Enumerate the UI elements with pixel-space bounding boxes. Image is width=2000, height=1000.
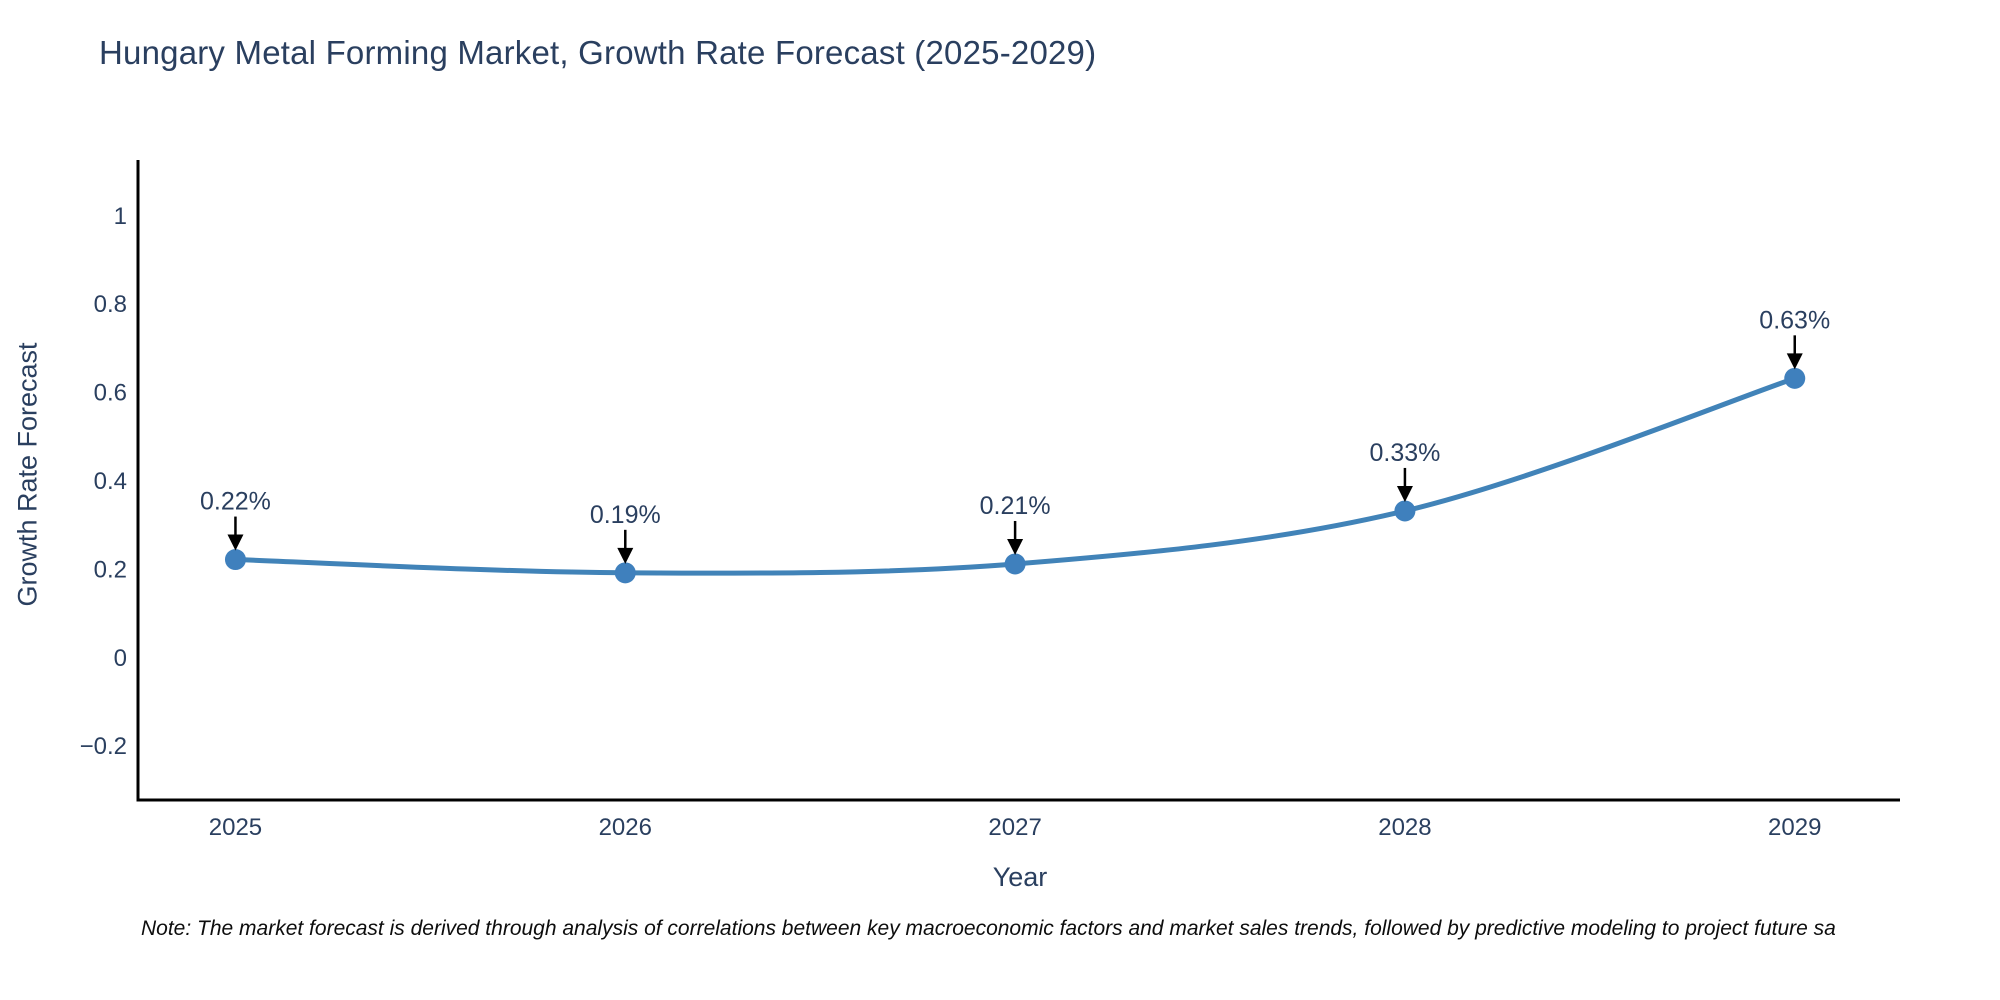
- x-tick-label: 2028: [1378, 814, 1431, 841]
- y-tick-label: 0.8: [94, 291, 127, 318]
- x-tick-label: 2027: [988, 814, 1041, 841]
- axis-lines: [136, 160, 1900, 802]
- data-point[interactable]: [1004, 553, 1026, 575]
- annotation-label: 0.33%: [1369, 439, 1440, 467]
- data-point[interactable]: [1394, 500, 1416, 522]
- y-tick-label: 0: [114, 645, 127, 672]
- annotation-arrow-head: [1007, 538, 1024, 555]
- annotation-label: 0.63%: [1759, 306, 1830, 334]
- data-point[interactable]: [1784, 367, 1806, 389]
- x-axis-title: Year: [992, 862, 1048, 892]
- annotation-label: 0.21%: [980, 492, 1051, 520]
- annotation-arrow-head: [227, 534, 244, 551]
- x-tick-label: 2026: [599, 814, 652, 841]
- annotation-arrow-head: [617, 547, 634, 564]
- annotation-label: 0.22%: [200, 488, 271, 516]
- annotation-arrow-head: [1396, 485, 1413, 502]
- x-tick-label: 2025: [209, 814, 262, 841]
- footnote: Note: The market forecast is derived thr…: [141, 917, 1836, 940]
- y-tick-label: 0.6: [94, 380, 127, 407]
- annotation-label: 0.19%: [590, 501, 661, 529]
- data-point[interactable]: [614, 562, 636, 584]
- x-tick-label: 2029: [1768, 814, 1821, 841]
- y-tick-label: 0.2: [94, 556, 127, 583]
- y-tick-label: 0.4: [94, 468, 127, 495]
- chart-title: Hungary Metal Forming Market, Growth Rat…: [99, 34, 1097, 71]
- y-tick-label: −0.2: [80, 733, 127, 760]
- y-tick-label: 1: [114, 203, 127, 230]
- data-point[interactable]: [224, 549, 246, 571]
- annotation-arrow-head: [1786, 353, 1803, 370]
